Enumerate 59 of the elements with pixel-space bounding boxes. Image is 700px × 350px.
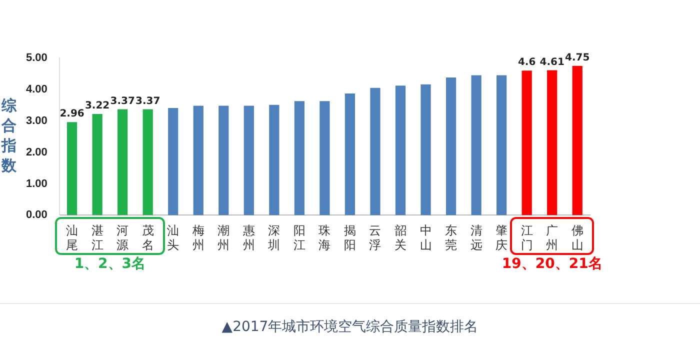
bar [294, 101, 304, 216]
x-tick-label: 肇庆 [496, 224, 508, 252]
bar [118, 109, 128, 216]
x-tick-label: 河源 [116, 224, 129, 252]
x-tick-label: 茂名 [142, 224, 154, 252]
bar [320, 101, 330, 216]
y-tick-label: 0.00 [26, 209, 48, 222]
bar [218, 106, 229, 216]
x-tick-label: 江门 [520, 224, 533, 252]
bar [547, 70, 558, 216]
bar [522, 70, 532, 216]
x-tick-label: 汕头 [167, 224, 180, 252]
bar [269, 104, 280, 216]
bar [193, 106, 204, 216]
x-tick-label: 佛山 [571, 224, 584, 252]
x-tick-label: 珠海 [318, 224, 331, 252]
x-tick-label: 揭阳 [344, 224, 356, 252]
y-tick-label: 2.00 [26, 146, 48, 158]
data-label: 3.37 [135, 96, 160, 107]
bar [471, 75, 482, 216]
x-tick-label: 梅州 [191, 224, 204, 252]
bar [395, 86, 406, 216]
x-tick-label: 云浮 [369, 224, 382, 252]
x-tick-label: 韶关 [394, 224, 407, 252]
bar [572, 66, 582, 216]
bar [168, 108, 178, 216]
bar [344, 94, 356, 216]
data-label: 2.96 [60, 108, 84, 120]
data-label: 4.61 [540, 56, 564, 68]
bar [420, 84, 431, 216]
x-tick-label: 中山 [420, 224, 432, 252]
bar [244, 106, 254, 216]
x-tick-label: 清远 [470, 224, 482, 252]
data-label: 3.37 [110, 96, 135, 107]
x-tick-label: 深圳 [267, 224, 280, 252]
data-label: 4.6 [518, 57, 536, 68]
y-tick-label: 4.00 [26, 83, 48, 96]
y-tick-label: 5.00 [26, 52, 48, 64]
bar [446, 77, 456, 216]
x-tick-label: 东莞 [445, 224, 458, 252]
x-tick-label: 惠州 [242, 224, 255, 252]
bar [142, 109, 153, 216]
y-tick-label: 3.00 [26, 114, 48, 127]
bar [66, 122, 78, 216]
text: 19、20、21名 [500, 255, 604, 274]
y-axis-title: 综合指数 [0, 96, 18, 174]
x-tick-label: 潮州 [218, 224, 230, 252]
x-tick-label: 湛江 [91, 224, 104, 252]
data-label: 4.75 [565, 52, 590, 64]
text: ▲2017年城市环境空气综合质量指数排名 [220, 318, 480, 336]
x-tick-label: 阳江 [293, 224, 306, 252]
text: 1、2、3名 [73, 255, 147, 274]
data-label: 3.22 [84, 100, 110, 112]
bar [92, 114, 102, 216]
bar [370, 88, 380, 216]
bar [496, 75, 507, 216]
y-tick-label: 1.00 [26, 178, 48, 190]
x-tick-label: 广州 [546, 224, 558, 252]
x-tick-label: 汕尾 [66, 224, 78, 252]
